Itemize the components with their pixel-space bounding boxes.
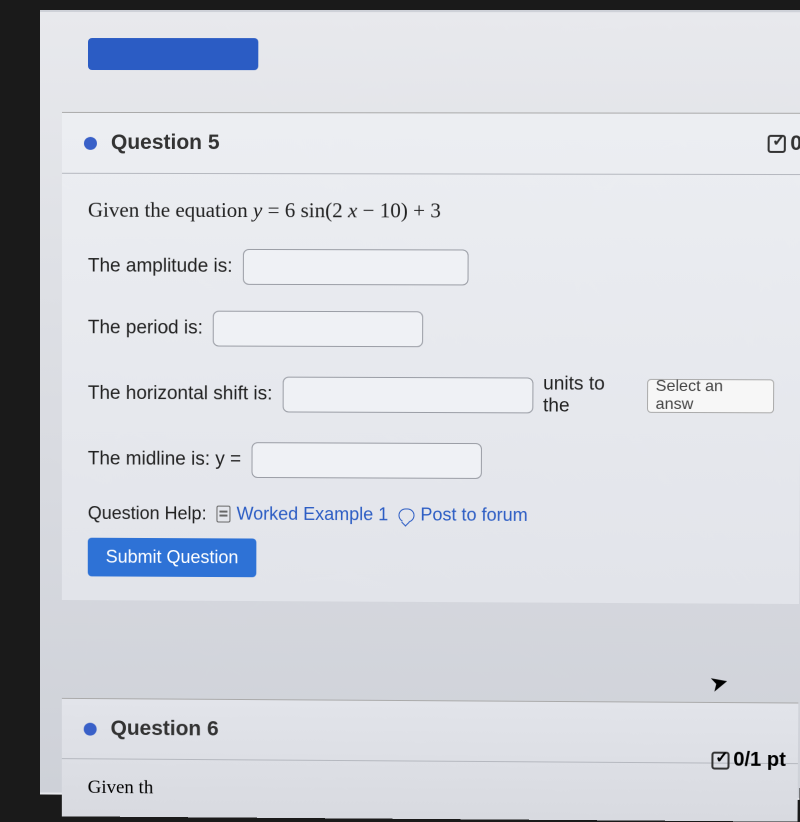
question-help-row: Question Help: Worked Example 1 Post to …: [88, 503, 774, 527]
chat-icon: [398, 508, 414, 522]
question-5-title: Question 5: [111, 131, 220, 155]
question-5-score: 0: [768, 132, 800, 156]
hshift-suffix: units to the: [543, 374, 637, 418]
question-bullet-icon: [84, 136, 97, 149]
check-icon: [768, 135, 786, 153]
hshift-row: The horizontal shift is: units to the Se…: [88, 372, 774, 418]
period-row: The period is:: [88, 310, 775, 348]
submit-question-button[interactable]: Submit Question: [88, 538, 257, 578]
equation-prompt: Given the equation y = 6 sin(2 x − 10) +…: [88, 198, 775, 224]
period-input[interactable]: [213, 311, 423, 348]
post-forum-link[interactable]: Post to forum: [398, 504, 527, 525]
question-5-header: Question 5 0: [62, 113, 800, 175]
direction-select[interactable]: Select an answ: [647, 379, 775, 413]
amplitude-label: The amplitude is:: [88, 256, 233, 278]
quiz-screen: Question 5 0 Given the equation y = 6 si…: [40, 10, 800, 800]
hshift-label: The horizontal shift is:: [88, 383, 273, 406]
amplitude-input[interactable]: [243, 249, 469, 286]
check-icon: [711, 751, 729, 769]
question-6-body-partial: Given th: [62, 759, 798, 822]
period-label: The period is:: [88, 317, 203, 339]
document-icon: [217, 506, 231, 523]
midline-row: The midline is: y =: [88, 441, 774, 480]
question-5-card: Question 5 0 Given the equation y = 6 si…: [62, 112, 800, 604]
question-6-card: Question 6 0/1 pt Given th: [62, 698, 798, 822]
prev-submit-button-cropped[interactable]: [88, 38, 258, 70]
question-5-body: Given the equation y = 6 sin(2 x − 10) +…: [62, 174, 800, 604]
question-6-header: Question 6: [62, 699, 798, 764]
cursor-icon: ➤: [706, 668, 731, 698]
question-6-title: Question 6: [111, 717, 219, 741]
hshift-input[interactable]: [282, 377, 533, 414]
worked-example-link[interactable]: Worked Example 1: [217, 504, 389, 526]
score-text-partial: 0: [790, 132, 800, 156]
midline-input[interactable]: [251, 442, 481, 479]
help-label: Question Help:: [88, 503, 207, 524]
midline-label: The midline is: y =: [88, 448, 241, 470]
amplitude-row: The amplitude is:: [88, 249, 775, 287]
question-6-score: 0/1 pt: [711, 749, 786, 772]
question-bullet-icon: [84, 722, 97, 735]
